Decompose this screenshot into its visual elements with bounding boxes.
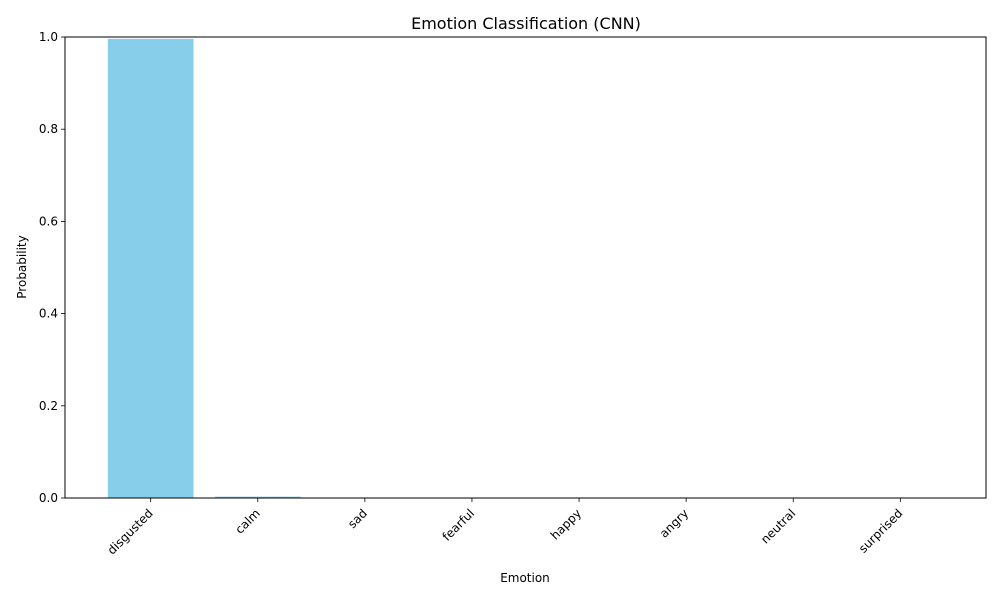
x-axis-label: Emotion bbox=[500, 571, 550, 585]
y-axis-label: Probability bbox=[15, 235, 29, 298]
x-tick-label: surprised bbox=[856, 506, 905, 555]
x-axis-ticks: disgusted calm sad fearful happy angry neutral… bbox=[105, 498, 906, 557]
y-axis-ticks: 0.0 0.2 0.4 0.6 0.8 1.0 bbox=[39, 30, 65, 505]
y-tick-label: 1.0 bbox=[39, 30, 58, 44]
plot-frame bbox=[65, 37, 986, 498]
x-tick-label: angry bbox=[657, 506, 691, 540]
y-tick-label: 0.4 bbox=[39, 307, 58, 321]
x-tick-label: fearful bbox=[440, 506, 478, 544]
x-tick-label: disgusted bbox=[105, 506, 156, 557]
y-tick-label: 0.8 bbox=[39, 122, 58, 136]
bar-disgusted bbox=[108, 39, 194, 498]
x-tick-label: sad bbox=[345, 506, 370, 531]
y-tick-label: 0.6 bbox=[39, 214, 58, 228]
y-tick-label: 0.2 bbox=[39, 399, 58, 413]
x-tick-label: neutral bbox=[758, 506, 798, 546]
x-tick-label: calm bbox=[232, 506, 262, 536]
chart-title: Emotion Classification (CNN) bbox=[411, 14, 641, 33]
x-tick-label: happy bbox=[548, 506, 584, 542]
bars-group bbox=[108, 39, 943, 498]
y-tick-label: 0.0 bbox=[39, 491, 58, 505]
